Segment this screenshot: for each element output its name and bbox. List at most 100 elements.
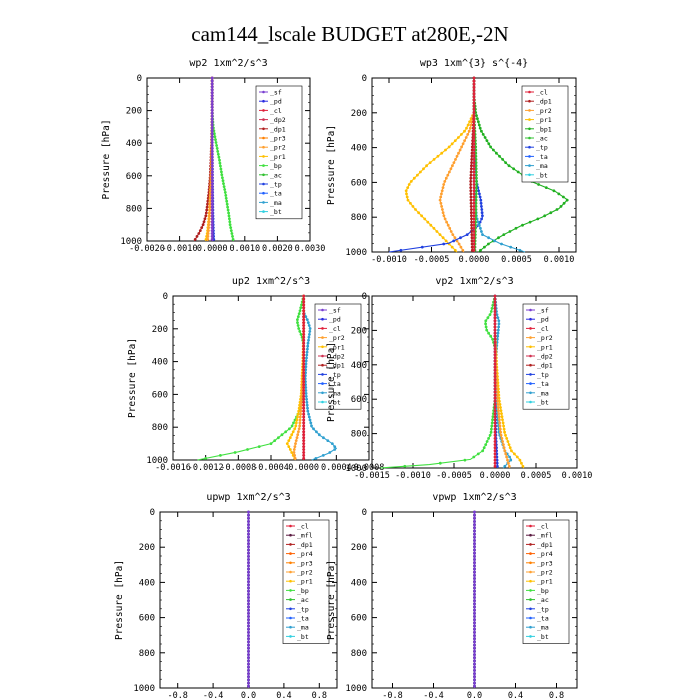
series-point-bp1 xyxy=(489,145,492,149)
series-point-cl xyxy=(247,555,250,558)
legend-label-dp1: _dp1 xyxy=(536,98,552,106)
legend-marker-tp xyxy=(262,182,265,186)
series-point-cl xyxy=(473,650,476,653)
series-point-bp1 xyxy=(502,233,506,237)
series-point-cl xyxy=(493,399,497,403)
chart-title: vpwp 1xm^2/s^3 xyxy=(432,492,516,503)
series-point-bp xyxy=(489,334,493,338)
series-point-sf xyxy=(210,167,214,171)
series-point-pr1 xyxy=(465,126,468,130)
series-point-cl xyxy=(493,334,497,338)
series-point-cl xyxy=(247,567,250,571)
series-point-dp1 xyxy=(470,217,473,221)
series-point-cl xyxy=(247,599,250,603)
series-point-pr1 xyxy=(417,211,420,215)
legend-label-cl: _cl xyxy=(537,523,549,531)
series-point-cl xyxy=(247,678,250,682)
series-point-bp xyxy=(219,167,223,171)
legend-marker-pr1 xyxy=(289,579,292,583)
series-point-cl xyxy=(493,461,497,465)
series-point-ma xyxy=(328,451,332,454)
series-point-cl xyxy=(472,107,476,111)
y-tick-label: 400 xyxy=(351,578,367,588)
series-point-ma xyxy=(497,319,501,323)
series-point-pr1 xyxy=(513,452,516,456)
series-point-cl xyxy=(302,362,306,366)
y-tick-label: 0 xyxy=(137,74,142,84)
legend-label-dp1: _dp1 xyxy=(537,362,553,370)
legend-label-bt: _bt xyxy=(297,633,309,641)
series-point-ma xyxy=(305,400,309,404)
series-point-cl xyxy=(302,365,306,369)
series-point-ma xyxy=(307,335,311,339)
legend-label-dp2: _dp2 xyxy=(537,353,553,361)
series-point-pr1 xyxy=(287,439,291,442)
legend-marker-bt xyxy=(529,635,532,638)
legend-marker-dp2 xyxy=(529,354,532,358)
series-point-pr2 xyxy=(506,458,509,462)
y-axis-label: Pressure [hPa] xyxy=(326,125,337,205)
series-line-pr2 xyxy=(439,78,475,253)
series-point-cl xyxy=(472,161,476,165)
series-point-ma xyxy=(306,347,309,351)
series-point-pr1 xyxy=(444,239,448,243)
legend-label-ta: _ta xyxy=(270,190,282,198)
legend-marker-dp1 xyxy=(529,543,532,546)
series-point-pr2 xyxy=(442,183,446,186)
series-point-bp xyxy=(217,155,221,159)
series-point-bp xyxy=(277,436,280,440)
series-point-cl xyxy=(302,350,306,354)
legend-marker-dp2 xyxy=(321,354,324,358)
series-point-cl xyxy=(493,300,497,304)
series-point-ma xyxy=(305,403,309,407)
legend-marker-cl xyxy=(529,327,532,330)
series-point-sf xyxy=(210,217,214,221)
series-point-pr1 xyxy=(412,176,416,180)
series-point-bp xyxy=(491,418,494,422)
series-point-cl xyxy=(473,532,476,536)
series-point-ma xyxy=(308,330,312,333)
series-point-ma xyxy=(307,338,310,342)
series-point-tp xyxy=(420,245,424,249)
series-point-cl xyxy=(302,409,306,413)
series-point-cl xyxy=(247,684,250,688)
series-point-pr1 xyxy=(460,133,463,136)
series-point-pr1 xyxy=(405,192,408,196)
y-tick-label: 1000 xyxy=(120,237,142,247)
series-point-cl xyxy=(247,526,250,530)
chart-panel-1: wp2 1xm^2/s^3 Pressure [hPa] 0 200 400 600 800… xyxy=(101,58,325,254)
series-point-bp1 xyxy=(495,151,498,155)
series-point-pr2 xyxy=(296,433,300,437)
legend-marker-pr2 xyxy=(262,145,265,149)
series-point-cl xyxy=(493,449,497,453)
series-point-cl xyxy=(472,120,476,124)
legend-label-bt: _bt xyxy=(536,171,548,179)
series-point-ac xyxy=(474,205,478,208)
series-point-cl xyxy=(247,510,250,514)
series-point-cl xyxy=(473,526,476,530)
series-point-pr2 xyxy=(298,424,302,428)
series-point-cl xyxy=(302,445,306,448)
series-point-dp1 xyxy=(469,170,473,174)
series-point-pr2 xyxy=(446,173,450,177)
series-point-pr1 xyxy=(441,236,445,240)
series-point-sf xyxy=(210,85,214,89)
series-point-cl xyxy=(302,353,306,357)
series-point-bp xyxy=(226,208,230,212)
legend-marker-bt xyxy=(321,400,324,404)
series-point-cl xyxy=(473,539,476,542)
x-tick-label: 0.8 xyxy=(549,691,564,700)
series-point-pr1 xyxy=(510,449,513,453)
series-point-cl xyxy=(473,643,476,647)
series-point-pr1 xyxy=(406,186,410,190)
y-axis-label: Pressure [hPa] xyxy=(326,342,337,422)
series-point-cl xyxy=(472,79,476,83)
y-axis-label: Pressure [hPa] xyxy=(101,119,112,199)
y-axis-label: Pressure [hPa] xyxy=(326,560,337,640)
series-point-bp xyxy=(222,185,226,189)
series-point-pr2 xyxy=(208,211,212,215)
series-point-ma xyxy=(330,442,334,445)
series-point-cl xyxy=(493,403,497,406)
series-point-ma xyxy=(493,239,497,243)
legend-label-bt: _bt xyxy=(329,399,341,407)
